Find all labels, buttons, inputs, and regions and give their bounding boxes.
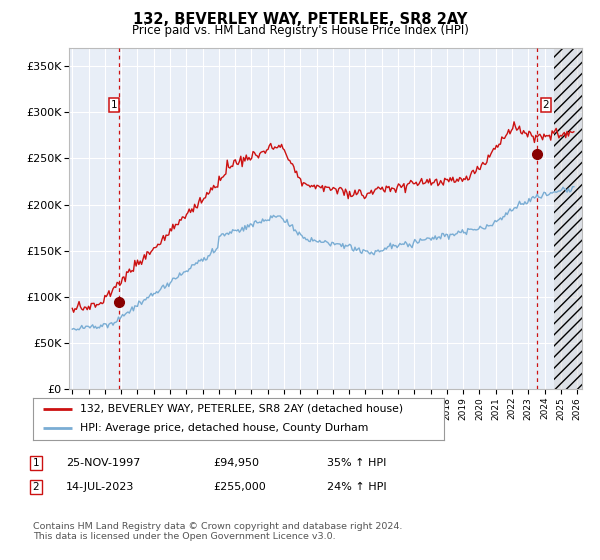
Text: HPI: Average price, detached house, County Durham: HPI: Average price, detached house, Coun… <box>80 423 368 433</box>
Text: 2: 2 <box>32 482 40 492</box>
Text: 35% ↑ HPI: 35% ↑ HPI <box>327 458 386 468</box>
Text: 1: 1 <box>32 458 40 468</box>
Text: 25-NOV-1997: 25-NOV-1997 <box>66 458 140 468</box>
Text: £94,950: £94,950 <box>213 458 259 468</box>
Text: Price paid vs. HM Land Registry's House Price Index (HPI): Price paid vs. HM Land Registry's House … <box>131 24 469 37</box>
Text: 132, BEVERLEY WAY, PETERLEE, SR8 2AY: 132, BEVERLEY WAY, PETERLEE, SR8 2AY <box>133 12 467 27</box>
Text: 2: 2 <box>542 100 550 110</box>
Text: 132, BEVERLEY WAY, PETERLEE, SR8 2AY (detached house): 132, BEVERLEY WAY, PETERLEE, SR8 2AY (de… <box>80 404 403 414</box>
Text: 24% ↑ HPI: 24% ↑ HPI <box>327 482 386 492</box>
Bar <box>554 48 600 389</box>
Text: Contains HM Land Registry data © Crown copyright and database right 2024.
This d: Contains HM Land Registry data © Crown c… <box>33 522 403 542</box>
Text: 1: 1 <box>110 100 117 110</box>
Text: 14-JUL-2023: 14-JUL-2023 <box>66 482 134 492</box>
Text: £255,000: £255,000 <box>213 482 266 492</box>
